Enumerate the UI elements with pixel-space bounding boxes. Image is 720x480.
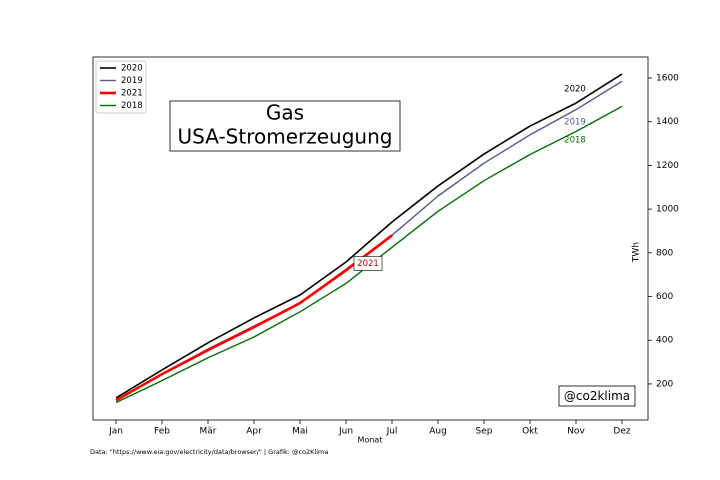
x-tick-label: Aug xyxy=(429,427,447,437)
chart-title: Gas xyxy=(266,101,304,125)
x-tick-label: Mär xyxy=(200,427,217,437)
series-line xyxy=(115,234,393,402)
legend-label: 2018 xyxy=(121,101,143,111)
x-tick-label: Nov xyxy=(567,427,585,437)
legend-label: 2021 xyxy=(121,89,143,99)
chart-subtitle: USA-Stromerzeugung xyxy=(178,125,393,149)
y-tick-label: 1200 xyxy=(656,161,679,171)
x-tick-label: Jul xyxy=(386,427,398,437)
series-line xyxy=(115,73,623,399)
annotation: 2021 xyxy=(357,259,379,269)
x-tick-label: Jun xyxy=(338,427,353,437)
y-tick-label: 1000 xyxy=(656,205,679,215)
annotation-box xyxy=(353,256,383,271)
watermark: @co2klima xyxy=(564,389,630,403)
annotation: 2020 xyxy=(564,85,586,95)
x-tick-label: Apr xyxy=(246,427,262,437)
annotation: 2018 xyxy=(564,136,586,146)
y-axis-label: TWh xyxy=(632,242,642,263)
x-tick-label: Dez xyxy=(613,427,630,437)
y-tick-label: 200 xyxy=(656,379,673,389)
x-tick-label: Feb xyxy=(154,427,170,437)
x-tick-label: Jan xyxy=(108,427,123,437)
annotation: 2019 xyxy=(564,118,586,128)
title-box xyxy=(169,100,401,152)
y-tick-label: 1400 xyxy=(656,117,679,127)
legend-box xyxy=(95,60,147,114)
x-tick-label: Mai xyxy=(292,427,308,437)
y-tick-label: 800 xyxy=(656,248,673,258)
y-tick-label: 1600 xyxy=(656,73,679,83)
y-tick-label: 400 xyxy=(656,336,673,346)
source: Data: "https://www.eia.gov/electricity/d… xyxy=(90,448,328,456)
x-tick-label: Sep xyxy=(476,427,493,437)
legend-label: 2020 xyxy=(121,64,143,74)
y-tick-label: 600 xyxy=(656,292,673,302)
legend-label: 2019 xyxy=(121,76,143,86)
watermark-box xyxy=(558,385,636,407)
x-axis-label: Monat xyxy=(358,436,383,445)
plot-frame xyxy=(92,56,649,421)
x-tick-label: Okt xyxy=(522,427,538,437)
